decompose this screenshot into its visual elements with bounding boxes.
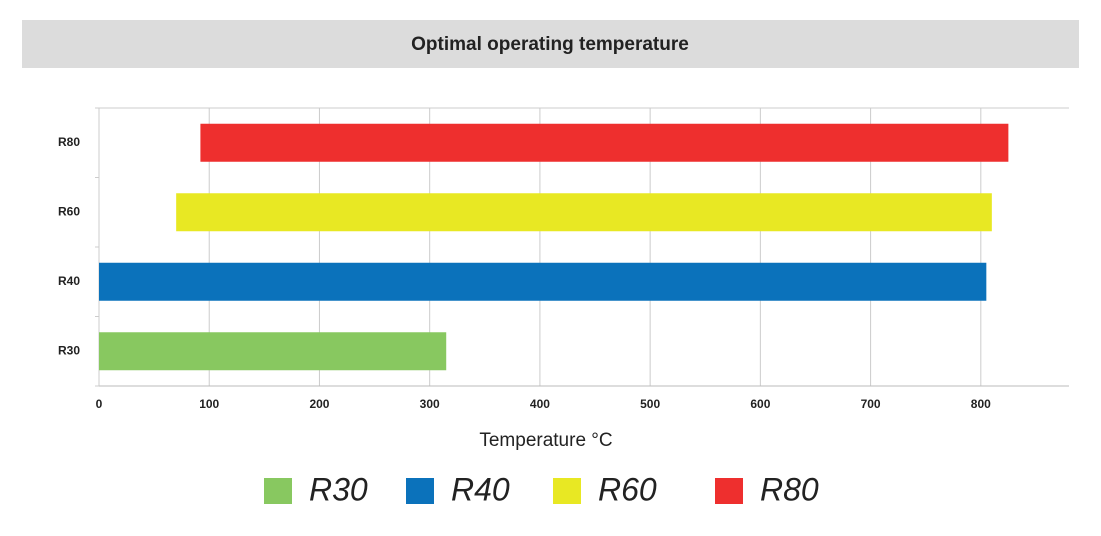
legend-label: R60 [598, 471, 657, 507]
legend-swatch [264, 478, 292, 504]
y-tick-label: R60 [58, 204, 80, 218]
x-tick-label: 0 [96, 397, 103, 411]
y-tick-label: R80 [58, 135, 80, 149]
legend-swatch [715, 478, 743, 504]
x-tick-label: 800 [971, 397, 991, 411]
x-axis-title: Temperature °C [479, 430, 612, 451]
bar [99, 262, 987, 301]
y-tick-label: R40 [58, 274, 80, 288]
bar [176, 193, 992, 232]
legend-label: R40 [451, 471, 510, 507]
x-tick-label: 300 [420, 397, 440, 411]
x-tick-label: 200 [309, 397, 329, 411]
x-tick-label: 600 [750, 397, 770, 411]
bar [200, 123, 1009, 162]
x-tick-label: 100 [199, 397, 219, 411]
x-tick-label: 700 [861, 397, 881, 411]
title-band [22, 20, 1079, 68]
chart-title: Optimal operating temperature [411, 34, 689, 55]
legend-swatch [406, 478, 434, 504]
y-tick-label: R30 [58, 343, 80, 357]
x-tick-label: 400 [530, 397, 550, 411]
legend-label: R80 [760, 471, 819, 507]
x-tick-label: 500 [640, 397, 660, 411]
bar [99, 332, 447, 371]
legend-swatch [553, 478, 581, 504]
legend-label: R30 [309, 471, 368, 507]
